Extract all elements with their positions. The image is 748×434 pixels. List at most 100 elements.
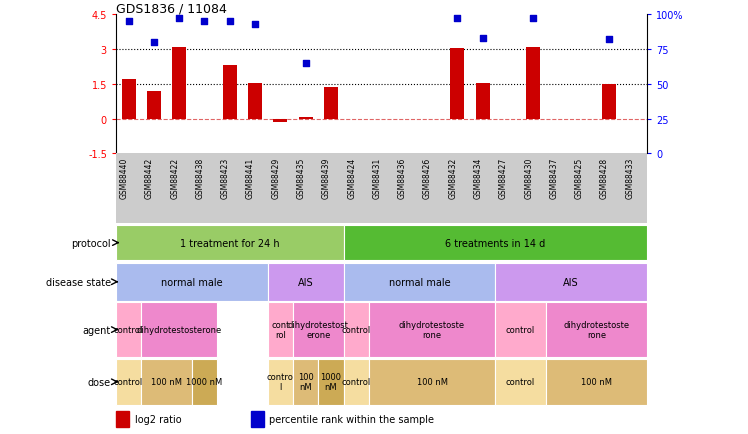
Text: GSM88437: GSM88437 [550, 158, 559, 199]
Bar [369, 303, 495, 357]
Bar [172, 48, 186, 119]
Text: GSM88433: GSM88433 [625, 158, 634, 199]
Bar [293, 303, 343, 357]
Bar [298, 118, 313, 119]
Text: AIS: AIS [298, 277, 313, 287]
Text: control: control [342, 326, 371, 334]
Text: GSM88442: GSM88442 [145, 158, 154, 199]
Point [476, 35, 488, 42]
Text: GSM88432: GSM88432 [448, 158, 457, 199]
Text: GSM88427: GSM88427 [499, 158, 508, 199]
Bar [324, 88, 338, 119]
Text: dihydrotestoste
rone: dihydrotestoste rone [563, 321, 630, 339]
Text: protocol: protocol [71, 238, 111, 248]
Bar [369, 359, 495, 405]
Text: control: control [506, 326, 536, 334]
Text: GSM88434: GSM88434 [473, 158, 482, 199]
Bar [343, 359, 369, 405]
Bar [546, 359, 647, 405]
Text: agent: agent [82, 325, 111, 335]
Text: 100 nM: 100 nM [417, 378, 447, 386]
Text: dihydrotestoste
rone: dihydrotestoste rone [399, 321, 465, 339]
Text: dose: dose [88, 377, 111, 387]
Bar [147, 92, 161, 119]
Bar [273, 119, 287, 123]
Text: dihydrotestosterone: dihydrotestosterone [137, 326, 222, 334]
Text: GDS1836 / 11084: GDS1836 / 11084 [116, 2, 227, 15]
Text: 100 nM: 100 nM [581, 378, 612, 386]
Text: GSM88441: GSM88441 [246, 158, 255, 199]
Bar [546, 303, 647, 357]
Text: GSM88436: GSM88436 [398, 158, 407, 199]
Bar [248, 83, 262, 119]
Text: GSM88430: GSM88430 [524, 158, 533, 199]
Bar [343, 226, 647, 260]
Text: dihydrotestost
erone: dihydrotestost erone [288, 321, 349, 339]
Point [451, 16, 463, 23]
Text: control: control [114, 378, 143, 386]
Bar [141, 359, 191, 405]
Text: GSM88425: GSM88425 [574, 158, 583, 199]
Text: GSM88423: GSM88423 [221, 158, 230, 199]
Bar [122, 80, 135, 119]
Text: GSM88424: GSM88424 [347, 158, 356, 199]
Bar [268, 303, 293, 357]
Text: AIS: AIS [563, 277, 579, 287]
Text: 100
nM: 100 nM [298, 373, 313, 391]
Text: log2 ratio: log2 ratio [135, 414, 181, 424]
Text: normal male: normal male [389, 277, 450, 287]
Text: 100 nM: 100 nM [151, 378, 182, 386]
Point [123, 19, 135, 26]
Bar [116, 263, 268, 301]
Point [527, 16, 539, 23]
Text: disease state: disease state [46, 277, 111, 287]
Point [174, 16, 186, 23]
Bar [343, 303, 369, 357]
Text: GSM88440: GSM88440 [120, 158, 129, 199]
Point [603, 37, 615, 44]
Bar [343, 263, 495, 301]
Bar [476, 83, 490, 119]
Text: control: control [506, 378, 536, 386]
Bar [141, 303, 217, 357]
Text: control: control [114, 326, 143, 334]
Text: 6 treatments in 14 d: 6 treatments in 14 d [445, 238, 545, 248]
Bar [318, 359, 343, 405]
Text: GSM88429: GSM88429 [272, 158, 280, 199]
Point [224, 19, 236, 26]
Text: percentile rank within the sample: percentile rank within the sample [269, 414, 435, 424]
Text: GSM88438: GSM88438 [195, 158, 204, 199]
Point [300, 60, 312, 67]
Bar [495, 263, 647, 301]
Bar [495, 359, 546, 405]
Text: cont
rol: cont rol [271, 321, 289, 339]
Bar [223, 66, 236, 119]
Text: 1 treatment for 24 h: 1 treatment for 24 h [180, 238, 280, 248]
Bar [602, 85, 616, 119]
Text: GSM88428: GSM88428 [600, 158, 609, 199]
Text: GSM88426: GSM88426 [423, 158, 432, 199]
Point [148, 39, 160, 46]
Bar [450, 49, 465, 119]
Bar [495, 303, 546, 357]
Text: contro
l: contro l [267, 373, 294, 391]
Bar [251, 411, 264, 427]
Bar [268, 263, 343, 301]
Bar [116, 226, 343, 260]
Point [249, 21, 261, 28]
Text: GSM88435: GSM88435 [297, 158, 306, 199]
Bar [191, 359, 217, 405]
Text: 1000 nM: 1000 nM [186, 378, 223, 386]
Bar [116, 359, 141, 405]
Bar [116, 411, 129, 427]
Bar [527, 48, 540, 119]
Text: 1000
nM: 1000 nM [320, 373, 341, 391]
Text: GSM88439: GSM88439 [322, 158, 331, 199]
Text: GSM88422: GSM88422 [170, 158, 180, 199]
Text: control: control [342, 378, 371, 386]
Bar [293, 359, 318, 405]
Text: normal male: normal male [161, 277, 223, 287]
Text: GSM88431: GSM88431 [373, 158, 381, 199]
Point [198, 19, 210, 26]
Bar [116, 303, 141, 357]
